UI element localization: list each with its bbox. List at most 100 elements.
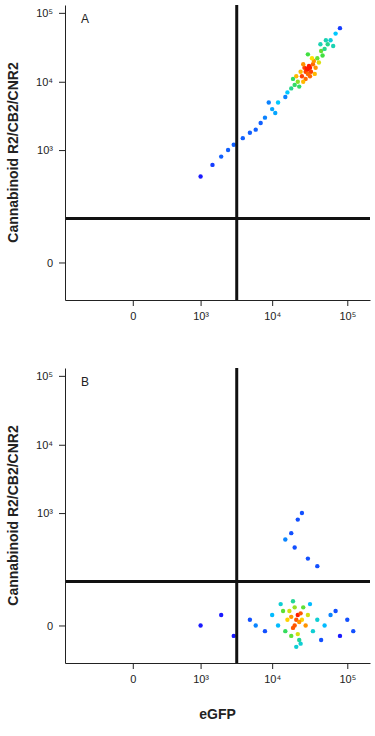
event — [317, 60, 321, 64]
event — [308, 602, 312, 606]
y-tick-label: 10⁴ — [36, 439, 53, 451]
plot-area — [65, 5, 370, 300]
x-tick-mark — [133, 300, 134, 306]
y-tick: 0 — [47, 620, 65, 632]
event — [298, 611, 302, 615]
event — [292, 83, 296, 87]
panel-label: A — [81, 12, 89, 26]
x-tick-label: 10⁴ — [264, 673, 281, 685]
event — [278, 602, 282, 606]
event — [310, 56, 314, 60]
event — [311, 629, 315, 633]
event — [315, 564, 319, 568]
x-tick-mark — [347, 663, 348, 669]
event — [333, 31, 337, 35]
x-axis: 0 10³ 10⁴ 10⁵ — [66, 300, 371, 322]
event — [285, 90, 289, 94]
event — [267, 100, 271, 104]
event — [305, 66, 309, 70]
x-tick-mark — [272, 663, 273, 669]
y-tick-label: 0 — [47, 257, 53, 269]
event — [338, 26, 342, 30]
event — [270, 613, 274, 617]
y-tick-label: 10⁴ — [36, 76, 53, 88]
x-tick-label: 10⁴ — [264, 310, 281, 322]
x-tick-label: 0 — [130, 310, 136, 322]
event — [294, 645, 298, 649]
x-tick: 10⁵ — [339, 663, 356, 685]
event — [258, 121, 262, 125]
gate-line — [235, 5, 238, 300]
gate-line — [65, 217, 370, 220]
event — [254, 127, 258, 131]
x-tick-mark — [201, 300, 202, 306]
event — [326, 42, 330, 46]
event — [292, 545, 296, 549]
x-tick: 10⁵ — [339, 300, 356, 322]
event — [283, 537, 287, 541]
event — [315, 56, 319, 60]
event — [283, 629, 287, 633]
x-tick: 10³ — [193, 663, 209, 685]
event — [270, 107, 274, 111]
event — [306, 613, 310, 617]
x-tick-label: 0 — [130, 673, 136, 685]
y-tick-mark — [59, 82, 65, 83]
y-tick-label: 0 — [47, 620, 53, 632]
x-tick-mark — [201, 663, 202, 669]
y-tick-mark — [59, 513, 65, 514]
event — [289, 615, 293, 619]
event — [300, 74, 304, 78]
event — [291, 599, 295, 603]
event — [198, 623, 202, 627]
y-tick-label: 10³ — [37, 507, 53, 519]
event — [292, 605, 296, 609]
event — [263, 115, 267, 119]
x-tick-label: 10³ — [193, 673, 209, 685]
y-tick-label: 10⁵ — [36, 7, 53, 19]
y-tick-mark — [59, 625, 65, 626]
x-tick: 10³ — [193, 300, 209, 322]
event — [285, 618, 289, 622]
event — [322, 47, 326, 51]
event — [289, 634, 293, 638]
x-axis-line — [66, 663, 371, 664]
event — [287, 609, 291, 613]
x-tick-label: 10⁵ — [339, 673, 356, 685]
event — [320, 53, 324, 57]
event — [296, 632, 300, 636]
event — [291, 626, 295, 630]
event — [303, 623, 307, 627]
event — [219, 154, 223, 158]
x-tick: 0 — [130, 663, 136, 685]
event — [276, 100, 280, 104]
event — [289, 86, 293, 90]
y-axis-line — [65, 369, 66, 664]
y-axis: 010³10⁴10⁵ — [36, 369, 65, 664]
event — [297, 84, 301, 88]
event — [308, 74, 312, 78]
y-axis-title: Cannabinoid R2/CB2/CNR2 — [5, 425, 21, 606]
y-axis-line — [65, 6, 66, 301]
event — [296, 80, 300, 84]
x-tick-mark — [272, 300, 273, 306]
x-tick-mark — [133, 663, 134, 669]
x-tick: 10⁴ — [264, 663, 281, 685]
y-tick-mark — [59, 376, 65, 377]
event — [248, 618, 252, 622]
y-tick-mark — [59, 262, 65, 263]
gate-line — [235, 368, 238, 663]
event — [254, 623, 258, 627]
event — [198, 174, 202, 178]
x-tick: 0 — [130, 300, 136, 322]
x-tick-label: 10³ — [193, 310, 209, 322]
x-axis-title: eGFP — [199, 706, 236, 722]
event — [338, 634, 342, 638]
event — [276, 623, 280, 627]
event — [273, 111, 277, 115]
event — [291, 77, 295, 81]
event — [289, 531, 293, 535]
y-axis-title: Cannabinoid R2/CB2/CNR2 — [5, 62, 21, 243]
x-axis: 0 10³ 10⁴ 10⁵ — [66, 663, 371, 685]
event — [331, 44, 335, 48]
